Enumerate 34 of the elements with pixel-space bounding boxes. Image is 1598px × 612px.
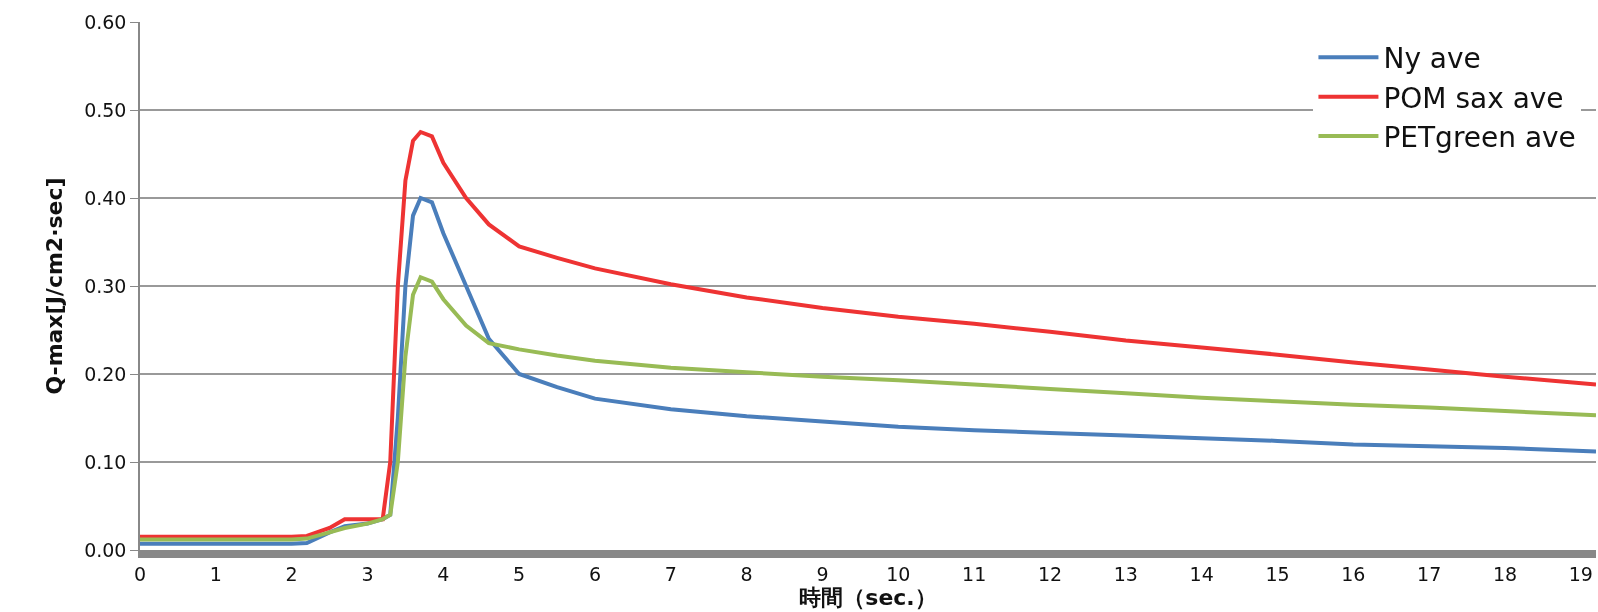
line-series bbox=[140, 275, 1596, 542]
x-tick-label: 19 bbox=[1568, 562, 1593, 585]
y-tick-label: 0.40 bbox=[84, 186, 127, 209]
legend-label: POM sax ave bbox=[1383, 81, 1564, 115]
x-tick-label: 9 bbox=[816, 562, 829, 585]
x-tick-label: 13 bbox=[1113, 562, 1138, 585]
y-tick-label: 0.00 bbox=[84, 538, 127, 561]
x-tick-label: 6 bbox=[588, 562, 602, 585]
x-tick-label: 3 bbox=[361, 562, 374, 585]
x-tick-label: 14 bbox=[1189, 562, 1214, 585]
x-tick-label: 15 bbox=[1265, 562, 1290, 585]
x-axis-title: 時間（sec.） bbox=[799, 584, 937, 610]
y-tick-label: 0.60 bbox=[84, 10, 127, 33]
x-tick-label: 1 bbox=[209, 562, 222, 585]
x-tick-label: 5 bbox=[513, 562, 526, 585]
x-tick-label: 0 bbox=[133, 562, 147, 585]
legend-label: Ny ave bbox=[1383, 42, 1481, 76]
y-axis-title: Q-max[J/cm2·sec] bbox=[42, 177, 68, 395]
x-tick-label: 2 bbox=[285, 562, 298, 585]
x-tick-label: 7 bbox=[664, 562, 677, 585]
x-tick-label: 18 bbox=[1492, 562, 1518, 585]
y-tick-label: 0.30 bbox=[84, 274, 127, 297]
line-series bbox=[140, 196, 1596, 546]
y-tick-label: 0.10 bbox=[84, 450, 127, 473]
x-tick-label: 4 bbox=[437, 562, 450, 585]
y-tick-label: 0.20 bbox=[84, 362, 127, 385]
x-tick-label: 12 bbox=[1037, 562, 1063, 585]
x-tick-label: 10 bbox=[886, 562, 911, 585]
y-tick-label: 0.50 bbox=[84, 98, 127, 121]
x-tick-label: 17 bbox=[1417, 562, 1442, 585]
x-tick-label: 16 bbox=[1341, 562, 1366, 585]
legend-label: PETgreen ave bbox=[1383, 120, 1576, 154]
x-tick-label: 8 bbox=[740, 562, 753, 585]
x-tick-label: 11 bbox=[962, 562, 987, 585]
